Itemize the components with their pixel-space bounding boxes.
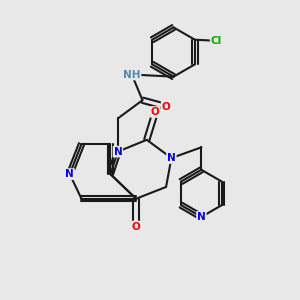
Text: N: N [197, 212, 206, 222]
Text: N: N [113, 147, 122, 157]
Text: Cl: Cl [211, 36, 222, 46]
Text: N: N [65, 169, 74, 179]
Text: NH: NH [123, 70, 140, 80]
Text: O: O [151, 107, 160, 117]
Text: N: N [167, 153, 176, 163]
Text: O: O [162, 102, 170, 112]
Text: O: O [132, 222, 140, 232]
